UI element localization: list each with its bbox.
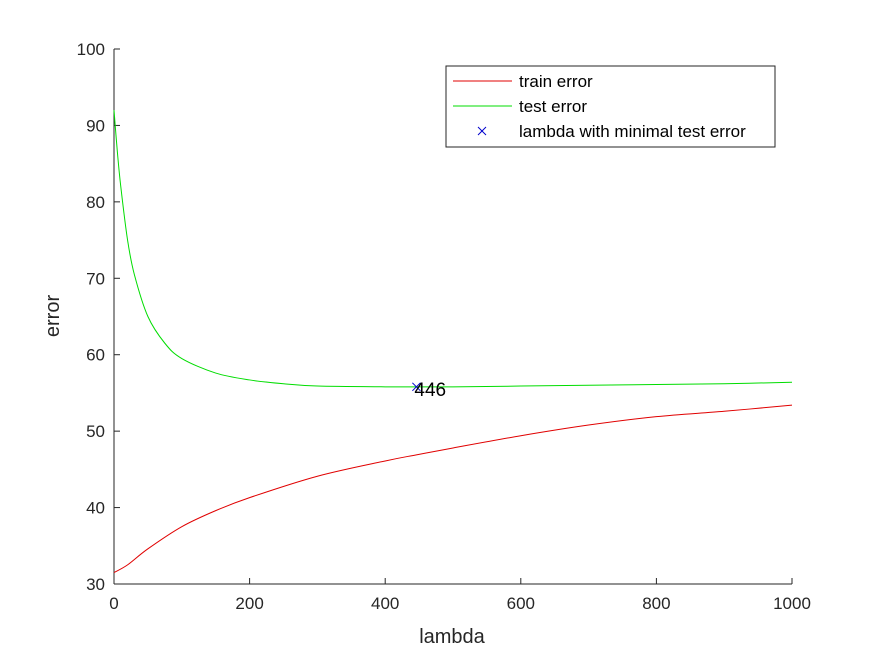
x-tick-label: 400: [371, 594, 399, 613]
min-test-error-marker: [412, 382, 421, 392]
legend-box: [445, 65, 776, 148]
marker-annotation: 446: [414, 380, 446, 401]
plot-area: 0 200 400 600 800 1000 30 40 50 60 70 80 90 100 446: [77, 40, 811, 613]
x-axis-label: lambda: [419, 626, 485, 648]
legend-entry: train error: [453, 72, 593, 91]
y-tick-label: 40: [86, 499, 105, 518]
series-line-test-error: [113, 110, 793, 388]
y-axis-label: error: [42, 295, 64, 338]
series-line-train-error: [113, 404, 793, 573]
legend-label: train error: [519, 72, 593, 91]
y-tick-label: 80: [86, 193, 105, 212]
legend: train error test error lambda with minimal…: [445, 65, 776, 148]
y-tick-label: 90: [86, 116, 105, 135]
y-tick-label: 60: [86, 346, 105, 365]
legend-label: test error: [519, 97, 587, 116]
y-tick-label: 70: [86, 269, 105, 288]
legend-swatch-x-icon: [477, 126, 487, 136]
x-tick-label: 200: [235, 594, 263, 613]
x-tick-label: 0: [109, 594, 118, 613]
legend-entry: lambda with minimal test error: [477, 122, 746, 141]
x-tick-label: 600: [507, 594, 535, 613]
y-tick-label: 30: [86, 575, 105, 594]
legend-label: lambda with minimal test error: [519, 122, 746, 141]
x-tick-label: 1000: [773, 594, 811, 613]
y-tick-label: 50: [86, 422, 105, 441]
y-tick-label: 100: [77, 40, 105, 59]
legend-entry: test error: [453, 97, 587, 116]
x-tick-label: 800: [642, 594, 670, 613]
